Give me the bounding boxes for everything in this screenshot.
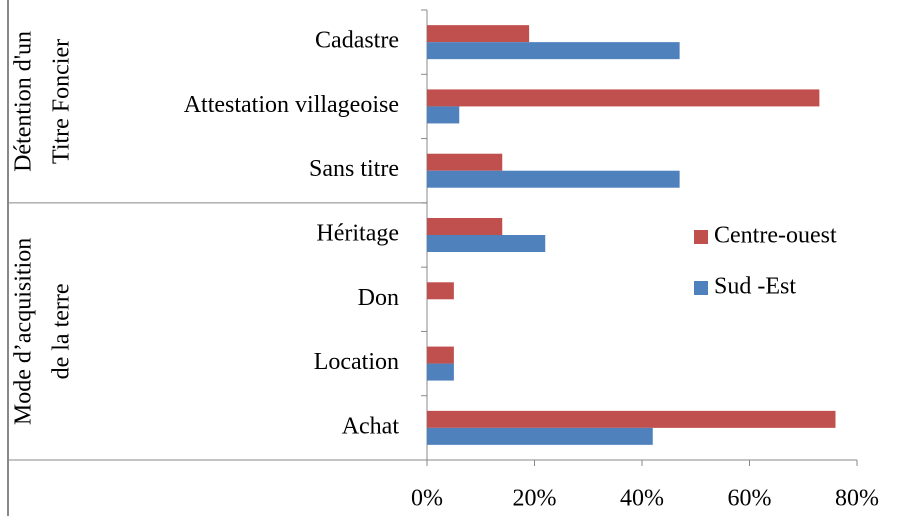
group-label: de la terre <box>49 283 75 379</box>
y-tick-label: Cadastre <box>315 28 399 54</box>
y-tick-label: Location <box>314 349 399 375</box>
group-label: Mode d’acquisition <box>11 238 37 425</box>
bar <box>427 346 454 364</box>
y-tick-label: Achat <box>342 413 400 439</box>
group-label: Détention d'un <box>11 31 37 172</box>
x-tick-label: 20% <box>513 486 557 512</box>
x-tick-label: 0% <box>411 486 443 512</box>
bar <box>427 410 836 428</box>
bar <box>427 42 680 60</box>
legend-label: Centre-ouest <box>714 223 837 249</box>
y-tick-label: Sans titre <box>309 156 399 182</box>
x-tick-label: 40% <box>620 486 664 512</box>
x-tick-label: 60% <box>728 486 772 512</box>
y-tick-label: Attestation villageoise <box>184 92 399 118</box>
legend-label: Sud -Est <box>714 274 796 300</box>
bar <box>427 153 503 171</box>
group-label: Titre Foncier <box>49 39 75 164</box>
bar <box>427 25 530 43</box>
bar <box>427 170 680 188</box>
bar <box>427 427 653 445</box>
bar <box>427 363 454 381</box>
bar <box>427 89 820 107</box>
x-tick-label: 80% <box>835 486 879 512</box>
bar <box>427 106 460 124</box>
y-tick-label: Héritage <box>316 221 399 247</box>
y-tick-label: Don <box>358 285 399 311</box>
bar <box>427 282 454 300</box>
legend-swatch <box>694 281 708 295</box>
bar <box>427 235 546 252</box>
bar <box>427 218 503 235</box>
legend-swatch <box>694 230 708 244</box>
